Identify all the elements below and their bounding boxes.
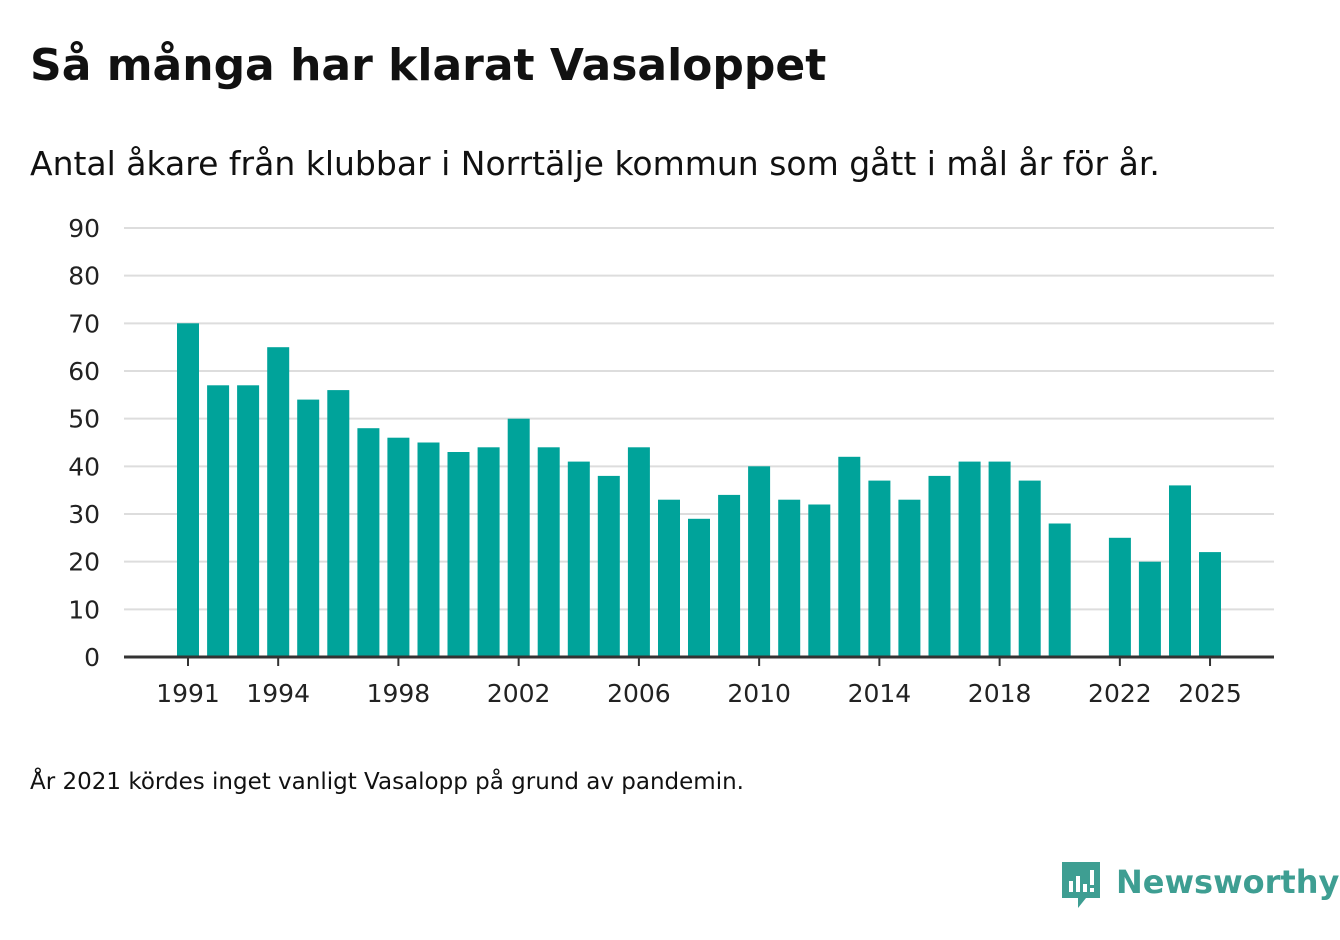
bar-1992[interactable] <box>207 385 230 657</box>
bar-2019[interactable] <box>1018 480 1041 657</box>
bar-2022[interactable] <box>1108 537 1131 657</box>
chart-subtitle: Antal åkare från klubbar i Norrtälje kom… <box>30 144 1160 183</box>
x-axis-labels: 1991 1994 1998 2002 2006 2010 2014 2018 2022 2025 <box>156 679 1242 708</box>
bar-2015[interactable] <box>898 499 921 657</box>
bar-2012[interactable] <box>808 504 831 658</box>
bar-2013[interactable] <box>838 456 861 657</box>
bar-2006[interactable] <box>627 447 650 657</box>
chart-title: Så många har klarat Vasaloppet <box>30 40 827 91</box>
y-tick-label-40: 40 <box>68 452 100 481</box>
y-tick-label-0: 0 <box>84 643 100 672</box>
bar-2018[interactable] <box>988 461 1011 657</box>
x-tick-label-2002: 2002 <box>487 679 551 708</box>
bar-1993[interactable] <box>237 385 260 657</box>
bar-1996[interactable] <box>327 390 350 657</box>
bar-2024[interactable] <box>1169 485 1191 657</box>
bar-2020[interactable] <box>1048 523 1071 658</box>
bar-1995[interactable] <box>297 399 320 657</box>
x-tick-label-1998: 1998 <box>367 679 431 708</box>
bar-2008[interactable] <box>688 518 710 657</box>
bar-2016[interactable] <box>928 475 951 657</box>
y-tick-label-90: 90 <box>68 214 100 243</box>
brand-name: Newsworthy <box>1116 863 1340 901</box>
bar-2001[interactable] <box>477 447 500 657</box>
x-tick-label-2025: 2025 <box>1178 679 1242 708</box>
y-tick-label-20: 20 <box>68 548 100 577</box>
bar-chart: 0 10 20 30 40 50 60 70 80 90 1991 1994 1998 2002 2006… <box>68 214 1274 708</box>
x-tick-label-2018: 2018 <box>968 679 1032 708</box>
y-tick-label-10: 10 <box>68 595 100 624</box>
bar-2007[interactable] <box>658 499 680 657</box>
bar-2011[interactable] <box>778 499 801 657</box>
bar-2002[interactable] <box>507 418 530 657</box>
footnote: År 2021 kördes inget vanligt Vasalopp på… <box>30 769 744 795</box>
newsworthy-logo[interactable]: Newsworthy <box>1060 858 1339 914</box>
y-axis-labels: 0 10 20 30 40 50 60 70 80 90 <box>68 214 100 672</box>
bar-2010[interactable] <box>748 466 771 657</box>
y-tick-label-80: 80 <box>68 262 100 291</box>
x-tick-label-1991: 1991 <box>156 679 220 708</box>
x-tick-label-2022: 2022 <box>1088 679 1152 708</box>
x-tick-label-2010: 2010 <box>727 679 791 708</box>
x-tick-label-2014: 2014 <box>848 679 912 708</box>
bar-2014[interactable] <box>868 480 891 657</box>
bar-2004[interactable] <box>567 461 590 657</box>
bar-2009[interactable] <box>718 494 741 657</box>
x-tick-label-1994: 1994 <box>246 679 310 708</box>
bar-2025[interactable] <box>1199 552 1221 657</box>
bar-2005[interactable] <box>597 475 620 657</box>
bar-1998[interactable] <box>387 437 410 657</box>
bar-1994[interactable] <box>267 347 290 657</box>
bar-1999[interactable] <box>417 442 440 658</box>
y-tick-label-30: 30 <box>68 500 100 529</box>
bar-2023[interactable] <box>1138 561 1161 657</box>
y-tick-label-70: 70 <box>68 309 100 338</box>
bar-2000[interactable] <box>447 452 470 657</box>
x-axis <box>124 655 1274 666</box>
bar-series <box>177 323 1221 657</box>
bar-1997[interactable] <box>357 428 380 657</box>
y-tick-label-50: 50 <box>68 405 100 434</box>
bar-1991[interactable] <box>177 323 199 657</box>
x-tick-label-2006: 2006 <box>607 679 671 708</box>
y-tick-label-60: 60 <box>68 357 100 386</box>
bar-2003[interactable] <box>537 447 560 657</box>
bar-2017[interactable] <box>958 461 981 657</box>
newsworthy-logo-icon <box>1062 862 1100 908</box>
